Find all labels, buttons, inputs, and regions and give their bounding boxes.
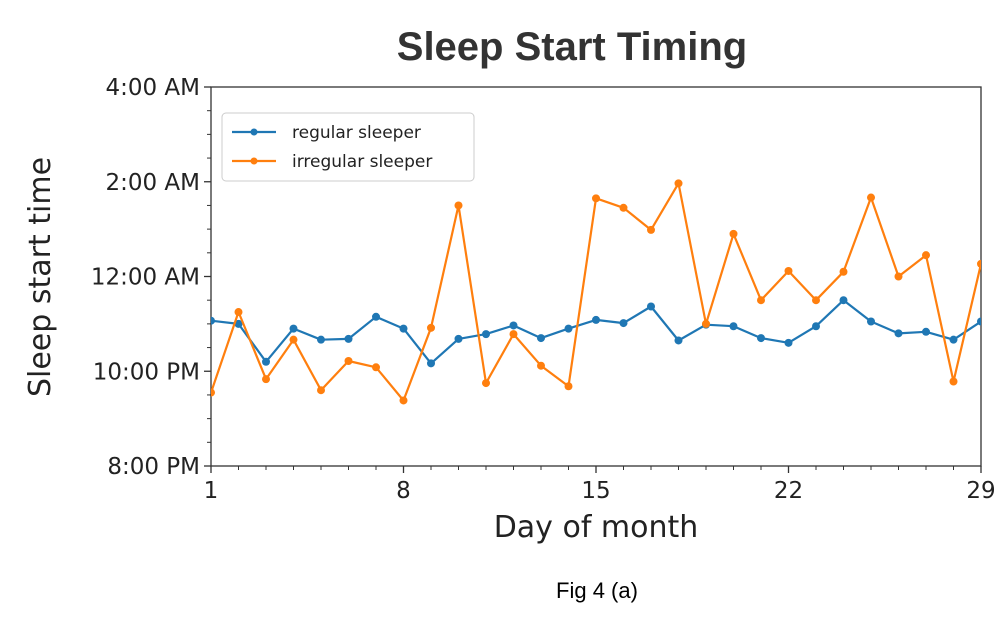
data-point — [372, 312, 380, 321]
data-point — [454, 334, 463, 343]
data-point — [262, 375, 270, 384]
data-point — [317, 335, 325, 344]
x-tick-label: 1 — [204, 478, 219, 504]
data-point — [537, 334, 545, 343]
y-tick-label: 10:00 PM — [93, 359, 200, 385]
data-point — [674, 179, 683, 188]
chart-title: Sleep Start Timing — [397, 25, 747, 69]
data-point — [372, 363, 380, 372]
y-tick-label: 12:00 AM — [91, 265, 200, 291]
x-tick-label: 22 — [774, 478, 803, 504]
data-point — [812, 296, 820, 305]
data-point — [262, 357, 270, 366]
data-point — [702, 319, 710, 328]
data-point — [949, 377, 958, 386]
data-point — [812, 322, 820, 331]
data-point — [977, 259, 981, 268]
data-point — [234, 308, 243, 317]
series-irregular-sleeper — [211, 179, 981, 405]
data-point — [922, 327, 930, 336]
data-point — [317, 386, 325, 395]
data-point — [977, 317, 981, 326]
data-point — [894, 329, 903, 338]
y-axis-label: Sleep start time — [23, 157, 58, 397]
data-point — [509, 321, 518, 330]
data-point — [427, 323, 435, 332]
y-tick-label: 4:00 AM — [105, 75, 200, 101]
data-point — [729, 229, 738, 238]
figure-caption: Fig 4 (a) — [556, 578, 638, 603]
data-point — [564, 324, 573, 333]
data-point — [894, 272, 903, 281]
data-point — [509, 330, 518, 339]
data-point — [647, 225, 655, 234]
data-point — [344, 334, 353, 343]
data-point — [784, 338, 793, 347]
y-tick-label: 8:00 PM — [107, 454, 200, 480]
data-point — [922, 251, 930, 260]
data-point — [784, 266, 793, 275]
data-point — [619, 319, 628, 328]
legend-swatch-marker — [250, 128, 258, 136]
data-point — [757, 296, 765, 305]
data-point — [619, 203, 628, 212]
x-tick-label: 15 — [581, 478, 610, 504]
data-point — [289, 324, 298, 333]
series-line — [211, 299, 981, 365]
legend-box — [221, 112, 475, 182]
legend-swatch-marker — [250, 157, 258, 165]
x-tick-label: 8 — [396, 478, 411, 504]
data-point — [399, 324, 408, 333]
data-point — [592, 194, 600, 203]
series-line — [211, 182, 981, 402]
legend-label: irregular sleeper — [292, 152, 432, 172]
data-point — [564, 382, 573, 391]
plot-area: 8:00 PM 10:00 PM 12:00 AM 2:00 AM 4:00 AM 1 8 1… — [91, 75, 996, 504]
data-point — [482, 330, 490, 339]
data-point — [211, 388, 215, 397]
x-axis-label: Day of month — [494, 510, 699, 545]
data-point — [344, 356, 353, 365]
data-point — [757, 334, 765, 343]
data-point — [674, 336, 683, 345]
data-point — [867, 193, 875, 202]
legend: regular sleeper irregular sleeper — [221, 112, 475, 182]
x-tick-label: 29 — [966, 478, 995, 504]
legend-label: regular sleeper — [292, 123, 421, 143]
data-point — [234, 319, 243, 328]
data-point — [867, 317, 875, 326]
data-point — [592, 315, 600, 324]
data-point — [839, 296, 848, 305]
y-tick-label: 2:00 AM — [105, 170, 200, 196]
data-point — [454, 201, 463, 210]
data-point — [647, 302, 655, 311]
data-point — [482, 379, 490, 388]
series-regular-sleeper — [211, 296, 981, 368]
data-point — [427, 359, 435, 368]
data-point — [839, 267, 848, 276]
data-point — [211, 316, 215, 325]
data-point — [729, 322, 738, 331]
data-point — [289, 335, 298, 344]
data-point — [949, 335, 958, 344]
data-point — [537, 361, 545, 370]
data-point — [399, 396, 408, 405]
